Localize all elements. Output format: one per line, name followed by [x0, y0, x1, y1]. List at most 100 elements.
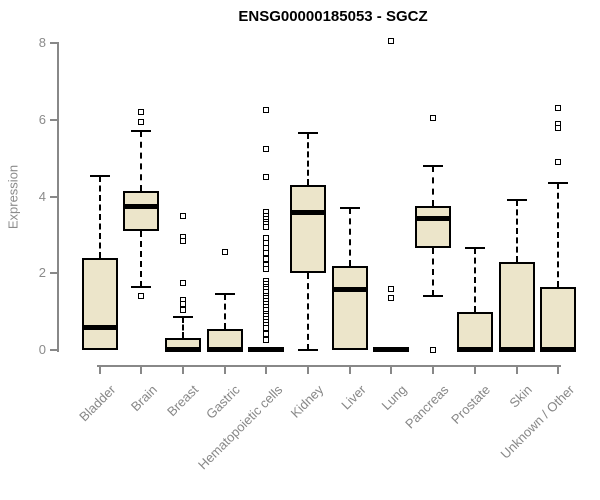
median-line	[373, 347, 410, 353]
upper-whisker-cap	[548, 182, 569, 185]
outlier-point	[430, 114, 437, 121]
outlier-point	[263, 330, 270, 337]
median-line	[331, 286, 368, 292]
upper-whisker-cap	[339, 207, 360, 210]
outlier-point	[263, 107, 270, 114]
box-body	[498, 261, 535, 350]
x-axis-category-label: Kidney	[287, 382, 327, 421]
x-tick	[140, 365, 143, 374]
upper-whisker	[223, 294, 226, 329]
y-tick-label: 4	[38, 188, 46, 204]
box-body	[540, 286, 577, 350]
median-line	[248, 347, 285, 353]
outlier-point	[388, 285, 395, 292]
lower-whisker	[432, 248, 435, 297]
upper-whisker	[348, 208, 351, 266]
y-tick	[50, 272, 57, 275]
x-axis-category-label: Unknown / Other	[497, 382, 577, 462]
box-body	[415, 206, 452, 249]
outlier-point	[221, 249, 228, 256]
upper-whisker-cap	[423, 164, 444, 167]
x-axis-category-label: Lung	[378, 382, 411, 414]
lower-whisker	[307, 273, 309, 350]
x-tick	[223, 365, 226, 374]
outlier-point	[138, 118, 145, 125]
upper-whisker	[473, 248, 476, 312]
upper-whisker	[515, 200, 518, 262]
upper-whisker	[307, 133, 309, 186]
upper-whisker	[140, 131, 143, 191]
median-line	[206, 347, 243, 353]
box-body	[456, 311, 493, 350]
median-line	[415, 215, 452, 221]
upper-whisker-cap	[172, 316, 193, 319]
lower-whisker-cap	[131, 285, 152, 288]
y-tick	[50, 195, 57, 198]
x-axis-category-label: Gastric	[203, 382, 244, 422]
x-tick	[265, 365, 268, 374]
outlier-point	[138, 109, 145, 116]
upper-whisker	[432, 165, 435, 207]
lower-whisker-cap	[423, 295, 444, 298]
median-line	[123, 204, 160, 210]
x-tick	[473, 365, 476, 374]
y-tick-label: 2	[38, 265, 46, 281]
outlier-point	[263, 266, 270, 273]
outlier-point	[179, 237, 186, 244]
y-tick	[50, 118, 57, 121]
median-line	[540, 347, 577, 353]
upper-whisker	[557, 183, 560, 287]
upper-whisker	[181, 317, 184, 339]
x-tick	[432, 365, 435, 374]
x-tick	[307, 365, 309, 374]
upper-whisker-cap	[214, 293, 235, 296]
y-tick	[50, 349, 57, 351]
box-body	[81, 257, 118, 350]
median-line	[81, 324, 118, 330]
upper-whisker-cap	[464, 247, 485, 250]
outlier-point	[555, 159, 562, 166]
outlier-point	[138, 293, 145, 300]
outlier-point	[555, 124, 562, 131]
median-line	[164, 347, 201, 353]
lower-whisker-cap	[298, 349, 318, 351]
x-axis-category-label: Bladder	[75, 382, 119, 425]
y-tick-label: 0	[38, 342, 46, 357]
y-axis-line	[57, 42, 59, 352]
chart-title: ENSG00000185053 - SGCZ	[238, 8, 428, 25]
median-line	[290, 209, 326, 215]
outlier-point	[263, 174, 270, 181]
y-tick-label: 8	[38, 35, 46, 51]
outlier-point	[179, 300, 186, 307]
x-axis-line	[97, 365, 561, 367]
outlier-point	[263, 255, 270, 262]
outlier-point	[430, 347, 437, 353]
outlier-point	[263, 224, 270, 231]
outlier-point	[555, 105, 562, 112]
median-line	[498, 347, 535, 353]
outlier-point	[263, 145, 270, 152]
x-axis-category-label: Brain	[127, 382, 160, 415]
x-tick	[390, 365, 393, 374]
box-body	[123, 190, 160, 232]
x-tick	[181, 365, 184, 374]
x-axis-category-label: Skin	[506, 382, 536, 411]
upper-whisker-cap	[506, 199, 527, 202]
x-axis-category-label: Breast	[164, 382, 202, 420]
outlier-point	[179, 306, 186, 313]
x-tick	[348, 365, 351, 374]
lower-whisker	[140, 231, 143, 287]
y-tick-label: 6	[38, 111, 46, 127]
outlier-point	[263, 324, 270, 331]
y-axis-label: Expression	[5, 164, 21, 230]
outlier-point	[179, 212, 186, 219]
y-tick	[50, 42, 57, 45]
box-body	[331, 265, 368, 350]
outlier-point	[263, 337, 270, 344]
median-line	[456, 347, 493, 353]
outlier-point	[388, 38, 395, 45]
upper-whisker	[98, 175, 101, 258]
x-tick	[557, 365, 560, 374]
x-axis-category-label: Liver	[337, 382, 369, 413]
